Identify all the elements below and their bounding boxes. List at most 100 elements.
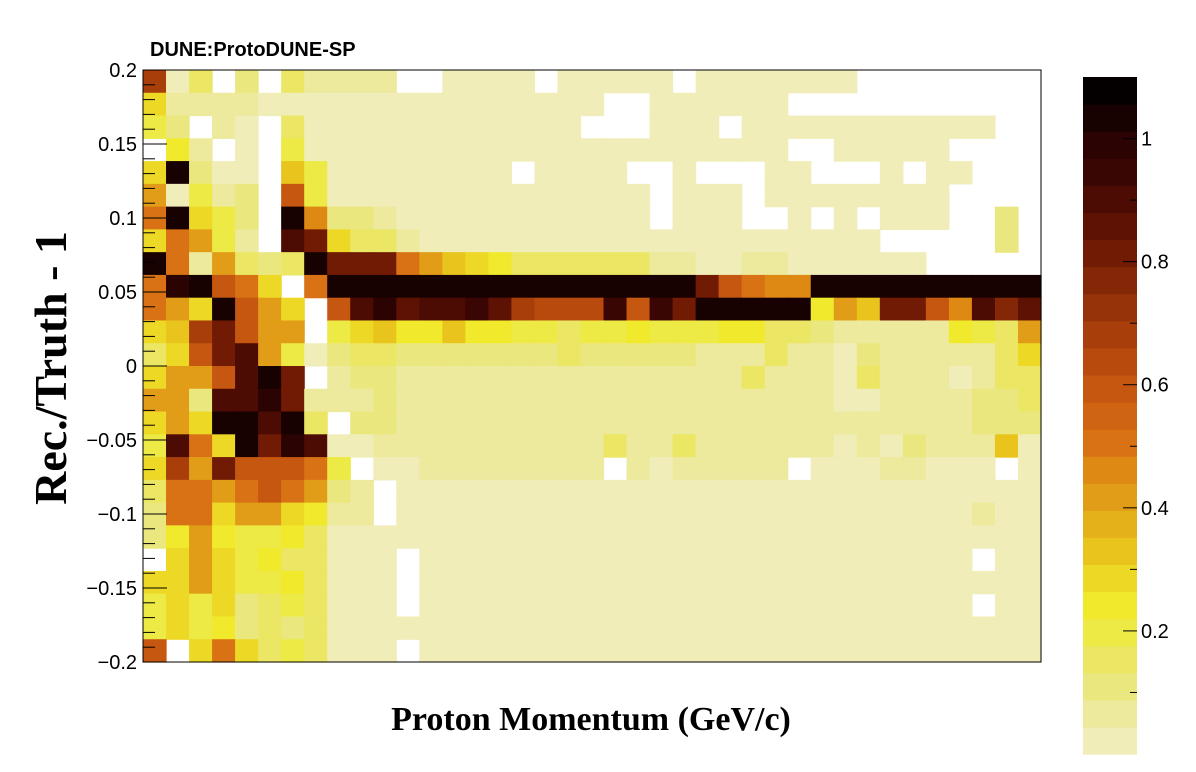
heatmap-cell (902, 183, 927, 208)
heatmap-cell (166, 525, 190, 549)
heatmap-cell (603, 502, 628, 526)
heatmap-cell (603, 229, 628, 253)
heatmap-cell (189, 525, 213, 549)
heatmap-cell (212, 411, 236, 435)
heatmap-cell (810, 639, 835, 663)
heatmap-cell (143, 593, 167, 618)
heatmap-cell (488, 297, 513, 322)
heatmap-cell (143, 70, 167, 94)
heatmap-cell (787, 229, 812, 253)
heatmap-cell (166, 70, 190, 94)
heatmap-cell (304, 274, 328, 299)
heatmap-cell (557, 434, 582, 458)
heatmap-cell (787, 639, 812, 663)
heatmap-cell (787, 548, 812, 572)
heatmap-cell (741, 457, 766, 481)
heatmap-cell (189, 548, 213, 572)
heatmap-cell (603, 183, 628, 208)
heatmap-cell (626, 70, 651, 94)
heatmap-cell (235, 388, 259, 413)
heatmap-cell (511, 479, 536, 504)
heatmap-cell (258, 434, 282, 458)
heatmap-cell (764, 343, 789, 367)
heatmap-cell (833, 479, 858, 504)
heatmap-cell (396, 479, 420, 504)
heatmap-cell (879, 206, 904, 230)
heatmap-cell (833, 138, 858, 162)
heatmap-cell (741, 525, 766, 549)
heatmap-cell (672, 525, 697, 549)
heatmap-cell (258, 570, 282, 595)
heatmap-cell (350, 548, 374, 572)
heatmap-cell (235, 206, 259, 230)
heatmap-cell (787, 388, 812, 413)
heatmap-cell (856, 548, 881, 572)
heatmap-cell (695, 525, 720, 549)
heatmap-cell (695, 320, 720, 344)
heatmap-cell (166, 548, 190, 572)
heatmap-cell (856, 252, 881, 276)
heatmap-cell (649, 343, 674, 367)
heatmap-cell (603, 138, 628, 162)
heatmap-cell (879, 411, 904, 435)
heatmap-cell (350, 115, 374, 139)
heatmap-cell (396, 411, 420, 435)
heatmap-cell (833, 252, 858, 276)
heatmap-cell (994, 229, 1019, 253)
heatmap-cell (718, 366, 743, 390)
heatmap-cell (787, 161, 812, 185)
heatmap-cell (879, 593, 904, 618)
colorbar-swatch (1083, 483, 1137, 511)
heatmap-cell (580, 229, 605, 253)
heatmap-cell (603, 479, 628, 504)
colorbar-tick-label: 0.4 (1141, 498, 1169, 520)
heatmap-cell (741, 548, 766, 572)
heatmap-cell (879, 457, 904, 481)
heatmap-cell (902, 343, 927, 367)
heatmap-cell (373, 616, 397, 640)
heatmap-cell (557, 616, 582, 640)
heatmap-cell (626, 388, 651, 413)
heatmap-cell (557, 343, 582, 367)
heatmap-cell (557, 388, 582, 413)
heatmap-cell (419, 297, 443, 322)
heatmap-cell (281, 70, 305, 94)
heatmap-cell (189, 161, 213, 185)
heatmap-cell (442, 502, 466, 526)
heatmap-cell (741, 274, 766, 299)
heatmap-cell (212, 593, 236, 618)
heatmap-cell (902, 639, 927, 663)
heatmap-cell (787, 297, 812, 322)
heatmap-cell (557, 297, 582, 322)
heatmap-cell (189, 138, 213, 162)
heatmap-cell (511, 457, 536, 481)
heatmap-cell (695, 115, 720, 139)
heatmap-cell (304, 502, 328, 526)
heatmap-cell (741, 138, 766, 162)
heatmap-cell (419, 616, 443, 640)
heatmap-cell (856, 457, 881, 481)
heatmap-cell (925, 434, 950, 458)
heatmap-cell (787, 115, 812, 139)
heatmap-cell (580, 616, 605, 640)
heatmap-cell (557, 457, 582, 481)
heatmap-cell (281, 548, 305, 572)
heatmap-cell (672, 229, 697, 253)
heatmap-cell (925, 457, 950, 481)
heatmap-cell (672, 343, 697, 367)
heatmap-cell (304, 616, 328, 640)
heatmap-cell (856, 229, 881, 253)
heatmap-cell (258, 639, 282, 663)
heatmap-cell (580, 434, 605, 458)
heatmap-cell (925, 593, 950, 618)
heatmap-cell (718, 457, 743, 481)
heatmap-cell (787, 252, 812, 276)
heatmap-cell (603, 366, 628, 390)
heatmap-cell (856, 183, 881, 208)
heatmap-cell (212, 434, 236, 458)
heatmap-cell (350, 183, 374, 208)
heatmap-cell (718, 525, 743, 549)
colorbar-swatch (1083, 77, 1137, 105)
heatmap-cell (1017, 525, 1042, 549)
heatmap-cell (557, 274, 582, 299)
